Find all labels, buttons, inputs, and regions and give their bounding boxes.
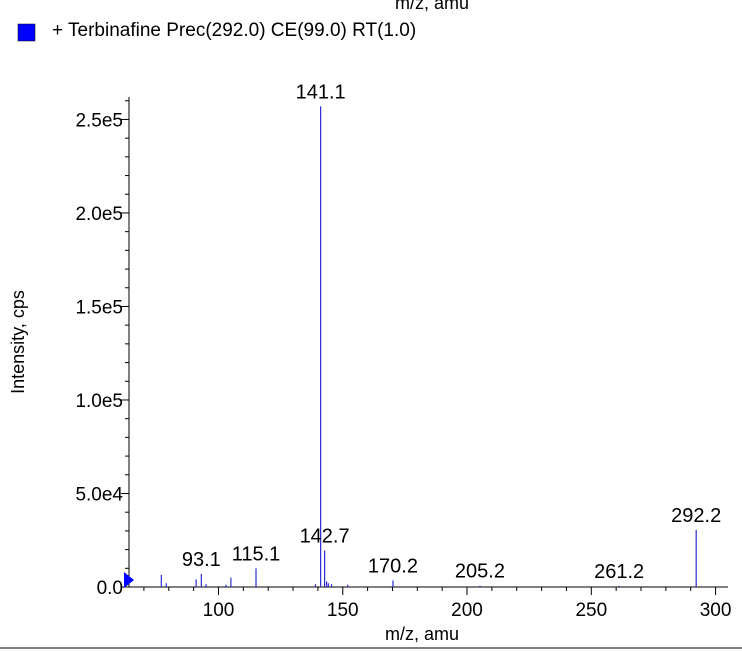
- y-tick-label: 2.0e5: [75, 204, 123, 225]
- peak-labels: 141.1 142.7 93.1 115.1 170.2 205.2 261.2 292.2: [182, 81, 721, 583]
- y-axis-title: Intensity, cps: [8, 290, 28, 394]
- x-tick-label: 100: [203, 600, 235, 621]
- peaks: [160, 106, 697, 587]
- x-tick-label: 300: [700, 600, 732, 621]
- peak-label: 292.2: [671, 505, 721, 527]
- peak-label: 115.1: [232, 543, 281, 565]
- legend: + Terbinafine Prec(292.0) CE(99.0) RT(1.…: [17, 20, 416, 42]
- ticks: 100 150 200 250 300 0.0 5.0e4 1.0e5 1.5e5 2.0e5 2.…: [75, 100, 732, 621]
- peak-label: 141.1: [296, 81, 346, 103]
- top-cut-label: m/z, amu: [395, 0, 469, 13]
- peak-label: 170.2: [368, 555, 418, 577]
- peak-label: 261.2: [594, 561, 644, 583]
- peak-label: 205.2: [455, 561, 505, 583]
- axis-zero-marker-icon: [124, 572, 134, 588]
- peak-label: 142.7: [300, 526, 350, 548]
- y-tick-label: 2.5e5: [75, 110, 123, 131]
- legend-swatch: [17, 23, 36, 42]
- y-tick-label: 1.5e5: [75, 297, 123, 318]
- y-tick-label: 1.0e5: [75, 391, 123, 412]
- x-tick-label: 250: [575, 600, 607, 621]
- axes: [128, 97, 728, 588]
- x-axis-title: m/z, amu: [385, 624, 459, 644]
- x-tick-label: 200: [451, 600, 483, 621]
- y-tick-label: 5.0e4: [75, 484, 123, 505]
- legend-label: + Terbinafine Prec(292.0) CE(99.0) RT(1.…: [52, 20, 416, 41]
- x-tick-label: 150: [327, 600, 359, 621]
- peak-label: 93.1: [182, 549, 221, 571]
- y-tick-label: 0.0: [97, 578, 123, 599]
